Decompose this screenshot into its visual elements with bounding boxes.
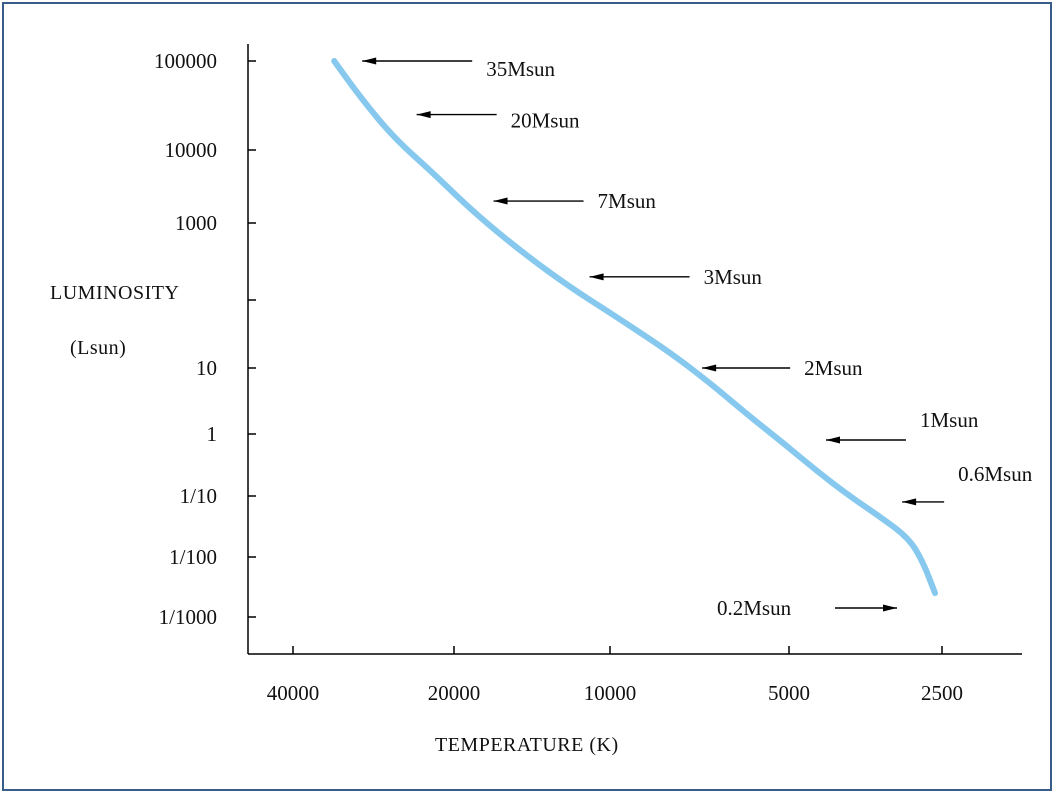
mass-annotation-label: 3Msun <box>704 265 763 289</box>
mass-annotation-label: 35Msun <box>486 57 555 81</box>
y-tick-label: 1 <box>207 422 218 446</box>
mass-annotation-label: 0.2Msun <box>717 596 792 620</box>
y-tick-label: 10000 <box>165 138 218 162</box>
annotation-arrowhead <box>883 604 897 612</box>
annotation-arrowhead <box>493 197 508 205</box>
x-tick-label: 40000 <box>267 681 320 705</box>
annotation-arrowhead <box>702 364 717 372</box>
y-tick-label: 1/100 <box>169 545 217 569</box>
y-tick-label: 10 <box>196 356 217 380</box>
y-tick-label: 1000 <box>175 211 217 235</box>
series-layer <box>331 58 938 597</box>
y-axis-label: LUMINOSITY <box>50 282 179 304</box>
mass-annotation-label: 1Msun <box>920 408 979 432</box>
annotation-arrowhead <box>902 498 917 506</box>
y-axis-unit-label: (Lsun) <box>70 337 126 359</box>
mass-annotation-label: 20Msun <box>511 109 580 133</box>
ticks: 100000 10000 1000 10 1 1/10 1/100 1/1000 40000 20… <box>154 49 963 705</box>
mass-annotation-label: 7Msun <box>598 189 657 213</box>
y-tick-label: 1/10 <box>180 484 217 508</box>
x-tick-label: 2500 <box>921 681 963 705</box>
annotation-arrowhead <box>416 111 431 119</box>
y-tick-label: 100000 <box>154 49 217 73</box>
annotations: 35Msun 20Msun 7Msun 3Msun 2Msun 1Msun 0.6Msun 0… <box>362 57 1033 620</box>
x-tick-label: 10000 <box>584 681 637 705</box>
mass-annotation-label: 0.6Msun <box>958 462 1033 486</box>
annotation-arrowhead <box>589 273 604 281</box>
x-tick-label: 20000 <box>428 681 481 705</box>
x-axis-label: TEMPERATURE (K) <box>435 734 619 756</box>
main-sequence-line <box>331 58 938 597</box>
annotation-arrowhead <box>362 57 377 65</box>
y-tick-label: 1/1000 <box>159 605 217 629</box>
annotation-arrowhead <box>826 436 841 444</box>
axes <box>247 44 1022 655</box>
x-tick-label: 5000 <box>768 681 810 705</box>
mass-annotation-label: 2Msun <box>804 356 863 380</box>
